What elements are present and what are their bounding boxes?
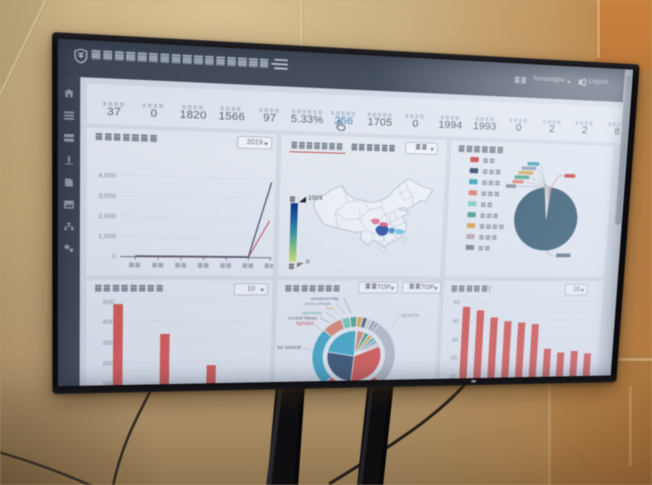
svg-text:500: 500 (103, 299, 115, 306)
svg-text:2,000: 2,000 (98, 213, 116, 220)
svg-text:40: 40 (452, 318, 459, 324)
svg-text:3,000: 3,000 (98, 192, 116, 200)
svg-text:ke tomcat: ke tomcat (278, 345, 302, 351)
svg-text:300: 300 (102, 339, 114, 346)
svg-text:1,000: 1,000 (98, 233, 116, 240)
svg-text:20: 20 (450, 355, 457, 361)
svg-text:boa: boa (326, 306, 334, 311)
svg-text:lighttpd: lighttpd (296, 321, 314, 327)
svg-text:icrosoft httpapi: icrosoft httpapi (288, 316, 317, 321)
svg-text:200: 200 (102, 360, 114, 367)
svg-text:emedconi-http: emedconi-http (311, 297, 339, 302)
svg-text:4,000: 4,000 (99, 172, 117, 180)
svg-text:virata emweb: virata emweb (305, 302, 332, 307)
svg-text:400: 400 (103, 319, 115, 326)
svg-text:10: 10 (449, 373, 456, 379)
svg-text:30: 30 (451, 337, 458, 343)
svg-text:apache: apache (401, 313, 420, 319)
svg-text:0: 0 (112, 253, 116, 260)
svg-text:50: 50 (453, 299, 460, 305)
svg-text:openresty: openresty (302, 311, 322, 316)
svg-text:100: 100 (102, 381, 114, 387)
